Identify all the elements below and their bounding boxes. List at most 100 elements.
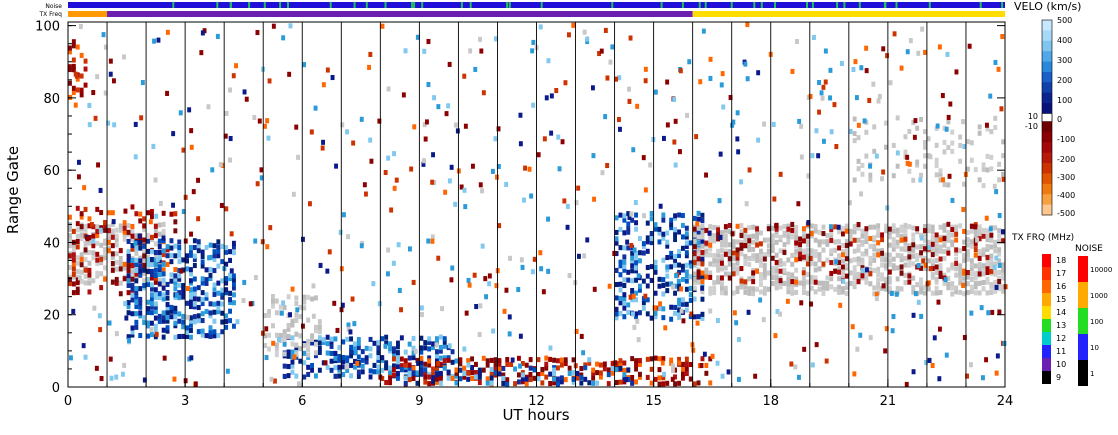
scatter-cell [427, 355, 432, 361]
scatter-cell [380, 355, 385, 361]
scatter-cell [819, 90, 824, 96]
scatter-cell [645, 356, 650, 362]
scatter-cell [671, 368, 675, 374]
scatter-cell [988, 226, 993, 232]
scatter-cell [962, 291, 966, 297]
scatter-cell [220, 162, 225, 168]
scatter-cell [859, 65, 864, 71]
scatter-cell [634, 226, 638, 232]
noise-strip-tick [248, 2, 251, 8]
scatter-cell [107, 228, 111, 234]
scatter-cell [643, 187, 648, 193]
scatter-cell [99, 242, 104, 248]
scatter-cell [891, 246, 896, 252]
scatter-cell [762, 121, 766, 127]
scatter-cell [692, 238, 697, 244]
scatter-cell [392, 367, 396, 373]
scatter-cell [161, 285, 166, 291]
scatter-cell [755, 242, 759, 248]
scatter-cell [341, 359, 346, 365]
scatter-cell [700, 229, 705, 235]
scatter-cell [310, 363, 314, 369]
scatter-cell [123, 208, 128, 214]
scatter-cell [865, 267, 869, 273]
scatter-cell [989, 289, 994, 295]
scatter-cell [778, 234, 783, 240]
scatter-cell [813, 261, 818, 267]
scatter-cell [677, 286, 681, 292]
scatter-cell [518, 141, 523, 147]
scatter-cell [798, 241, 802, 247]
scatter-cell [189, 250, 193, 256]
velocity-colorbar-swatch [1042, 92, 1052, 104]
scatter-cell [824, 358, 829, 364]
scatter-cell [940, 93, 945, 99]
scatter-cell [665, 288, 670, 294]
scatter-cell [770, 248, 775, 254]
scatter-cell [989, 257, 994, 263]
scatter-cell [677, 360, 682, 366]
scatter-cell [785, 298, 790, 304]
scatter-cell [911, 225, 916, 231]
scatter-cell [565, 224, 570, 230]
scatter-cell [907, 262, 912, 268]
scatter-cell [734, 320, 739, 326]
scatter-cell [83, 280, 88, 286]
scatter-cell [71, 308, 76, 314]
scatter-cell [794, 276, 799, 282]
scatter-cell [716, 263, 720, 269]
scatter-cell [802, 289, 806, 295]
scatter-cell [993, 225, 998, 231]
scatter-cell [677, 253, 681, 259]
scatter-cell [232, 300, 236, 306]
scatter-cell [196, 305, 201, 311]
scatter-cell [110, 279, 115, 285]
scatter-cell [700, 212, 705, 218]
scatter-cell [189, 315, 193, 321]
scatter-cell [704, 267, 709, 273]
scatter-cell [958, 271, 963, 277]
scatter-cell [368, 374, 373, 380]
scatter-cell [118, 256, 123, 262]
scatter-cell [817, 109, 821, 115]
scatter-cell [985, 126, 990, 132]
scatter-cell [491, 328, 496, 334]
scatter-cell [925, 281, 930, 287]
scatter-cell [751, 239, 756, 245]
scatter-cell [700, 255, 705, 261]
scatter-cell [631, 147, 636, 153]
scatter-cell [698, 79, 703, 85]
scatter-cell [622, 230, 627, 236]
scatter-cell [73, 102, 78, 108]
scatter-cell [130, 297, 135, 303]
scatter-cell [557, 166, 562, 172]
scatter-cell [626, 269, 631, 275]
scatter-cell [681, 297, 685, 303]
scatter-cell [614, 215, 619, 221]
txfreq-colorbar-swatch [1042, 267, 1051, 280]
scatter-cell [480, 188, 484, 194]
scatter-cell [930, 241, 935, 247]
scatter-cell [755, 257, 759, 263]
scatter-cell [938, 171, 943, 177]
scatter-cell [91, 243, 96, 249]
scatter-cell [302, 299, 307, 305]
scatter-cell [298, 314, 303, 320]
scatter-cell [351, 140, 356, 146]
scatter-cell [759, 272, 763, 278]
scatter-cell [189, 318, 193, 324]
scatter-cell [916, 50, 921, 56]
scatter-cell [411, 350, 416, 356]
scatter-cell [576, 185, 581, 191]
scatter-cell [317, 349, 322, 355]
scatter-cell [872, 224, 877, 230]
scatter-cell [841, 252, 845, 258]
scatter-cell [993, 267, 998, 273]
scatter-cell [851, 67, 856, 73]
scatter-cell [103, 276, 107, 282]
scatter-cell [571, 379, 576, 385]
scatter-cell [887, 242, 892, 248]
scatter-cell [265, 118, 270, 124]
scatter-cell [83, 206, 88, 212]
scatter-cell [438, 355, 443, 361]
